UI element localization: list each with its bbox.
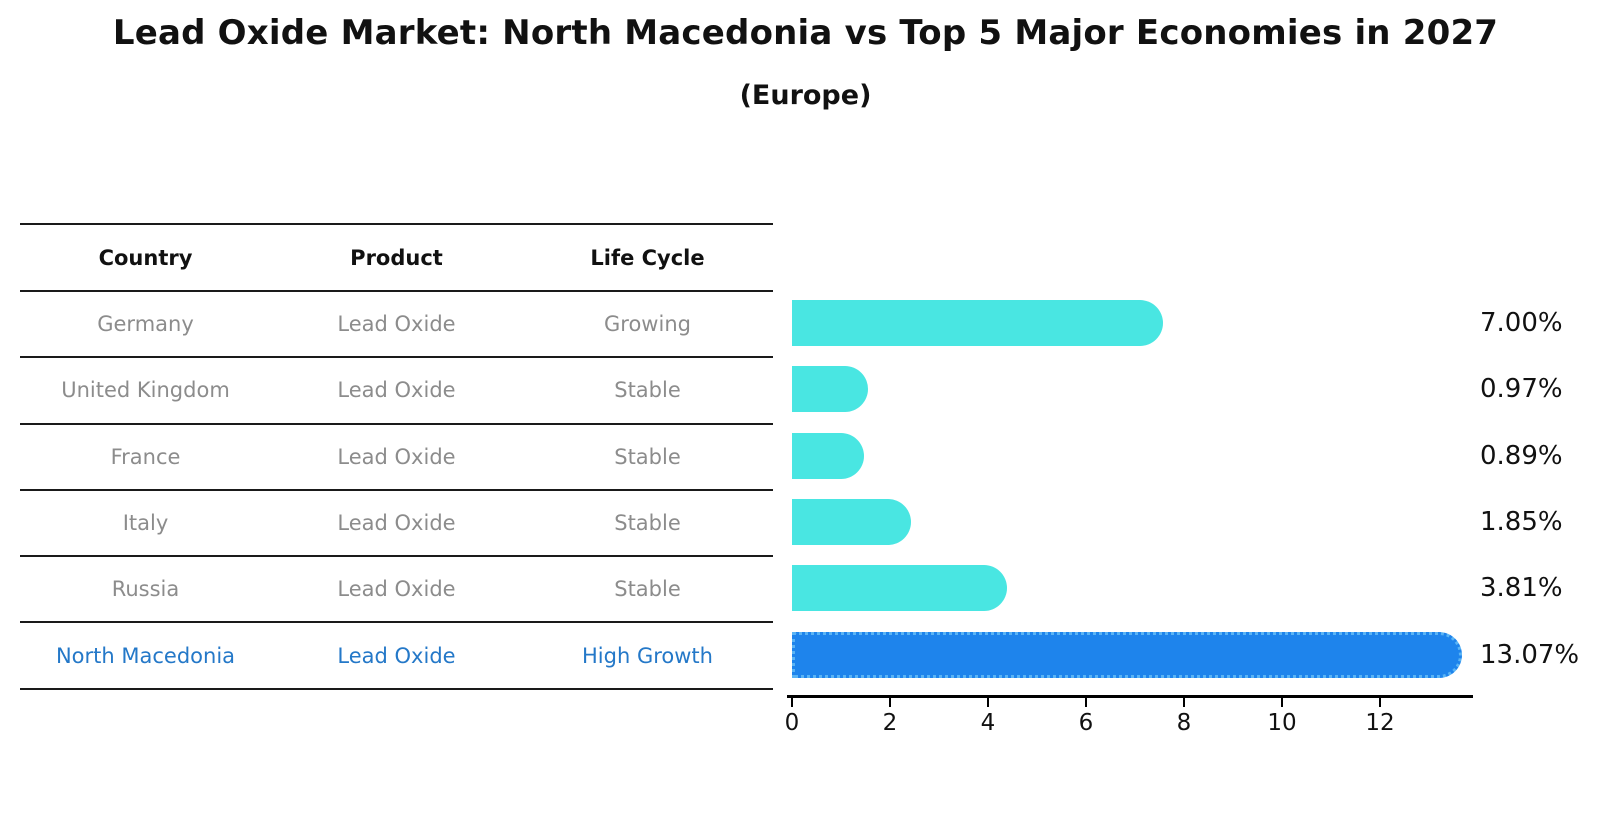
table-header-row: Country Product Life Cycle [20,224,773,292]
life-cycle-cell: Stable [522,423,773,491]
x-axis-tick [889,698,891,707]
product-cell: Lead Oxide [271,423,522,491]
bar-value-label: 7.00% [1480,308,1563,339]
country-info-table: Country Product Life Cycle Germany Lead O… [20,223,773,690]
country-cell: France [20,423,271,491]
x-axis-tick-label: 12 [1365,710,1395,736]
x-axis-line [787,695,1473,698]
country-cell: Russia [20,556,271,624]
bar-chart-plot-area [792,290,1492,688]
bar-value-label: 0.89% [1480,440,1563,471]
life-cycle-cell: High Growth [522,622,773,690]
table-row: North Macedonia Lead Oxide High Growth [20,622,773,690]
life-cycle-cell: Stable [522,556,773,624]
column-header-life-cycle: Life Cycle [522,224,773,292]
column-header-product: Product [271,224,522,292]
bar-value-label: 0.97% [1480,374,1563,405]
x-axis-tick [1281,698,1283,707]
x-axis-tick-label: 6 [1078,710,1094,736]
product-cell: Lead Oxide [271,489,522,558]
table-row: Germany Lead Oxide Growing [20,291,773,359]
x-axis-tick [1085,698,1087,707]
x-axis-tick-label: 10 [1267,710,1297,736]
x-axis-tick [987,698,989,707]
product-cell: Lead Oxide [271,556,522,624]
life-cycle-cell: Growing [522,291,773,359]
bar-russia [792,565,1007,612]
country-cell: Germany [20,291,271,359]
country-cell: Italy [20,489,271,558]
country-cell: United Kingdom [20,357,271,425]
country-cell: North Macedonia [20,622,271,690]
bar-france [792,432,864,479]
x-axis-tick [1379,698,1381,707]
x-axis-tick-label: 4 [980,710,996,736]
bar-germany [792,300,1163,346]
product-cell: Lead Oxide [271,357,522,425]
bar-value-label: 3.81% [1480,573,1563,604]
bar-united-kingdom [792,366,868,413]
product-cell: Lead Oxide [271,622,522,690]
table-row: France Lead Oxide Stable [20,423,773,491]
x-axis-tick-label: 8 [1176,710,1192,736]
bar-value-label: 1.85% [1480,507,1563,538]
bar-north-macedonia [792,631,1463,678]
chart-subtitle: (Europe) [739,80,872,111]
table-row: Russia Lead Oxide Stable [20,556,773,624]
column-header-country: Country [20,224,271,292]
chart-title: Lead Oxide Market: North Macedonia vs To… [112,13,1499,53]
bar-italy [792,498,911,545]
x-axis-tick [1183,698,1185,707]
life-cycle-cell: Stable [522,489,773,558]
product-cell: Lead Oxide [271,291,522,359]
x-axis-tick [791,698,793,707]
x-axis-tick-label: 2 [882,710,898,736]
table-row: Italy Lead Oxide Stable [20,489,773,558]
bar-value-label: 13.07% [1480,639,1580,670]
x-axis-tick-label: 0 [784,710,800,736]
table-row: United Kingdom Lead Oxide Stable [20,357,773,425]
life-cycle-cell: Stable [522,357,773,425]
